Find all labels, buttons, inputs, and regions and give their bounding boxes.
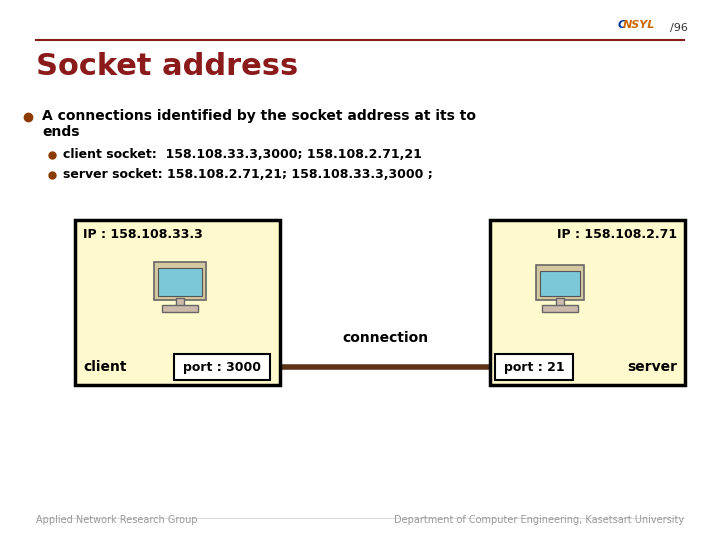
Text: NSYL: NSYL	[623, 20, 655, 30]
Text: C: C	[618, 20, 626, 30]
FancyBboxPatch shape	[542, 305, 578, 312]
Text: Applied Network Research Group: Applied Network Research Group	[36, 515, 197, 525]
Text: port : 21: port : 21	[504, 361, 564, 374]
Text: connection: connection	[342, 331, 428, 345]
FancyBboxPatch shape	[556, 298, 564, 306]
Text: IP : 158.108.2.71: IP : 158.108.2.71	[557, 228, 677, 241]
Text: IP : 158.108.33.3: IP : 158.108.33.3	[83, 228, 203, 241]
Text: client: client	[83, 360, 127, 374]
Text: server socket: 158.108.2.71,21; 158.108.33.3,3000 ;: server socket: 158.108.2.71,21; 158.108.…	[63, 168, 433, 181]
FancyBboxPatch shape	[162, 305, 198, 312]
Text: /96: /96	[670, 23, 688, 33]
Text: ends: ends	[42, 125, 79, 139]
Text: Socket address: Socket address	[36, 52, 298, 81]
Text: A connections identified by the socket address at its to: A connections identified by the socket a…	[42, 109, 476, 123]
FancyBboxPatch shape	[158, 268, 202, 296]
Text: Department of Computer Engineering, Kasetsart University: Department of Computer Engineering, Kase…	[394, 515, 684, 525]
FancyBboxPatch shape	[174, 354, 270, 380]
FancyBboxPatch shape	[540, 271, 580, 296]
FancyBboxPatch shape	[176, 298, 184, 306]
FancyBboxPatch shape	[75, 220, 280, 385]
FancyBboxPatch shape	[490, 220, 685, 385]
FancyBboxPatch shape	[536, 265, 584, 300]
FancyBboxPatch shape	[495, 354, 573, 380]
Text: server: server	[627, 360, 677, 374]
Text: port : 3000: port : 3000	[183, 361, 261, 374]
Text: client socket:  158.108.33.3,3000; 158.108.2.71,21: client socket: 158.108.33.3,3000; 158.10…	[63, 148, 422, 161]
FancyBboxPatch shape	[154, 262, 206, 300]
